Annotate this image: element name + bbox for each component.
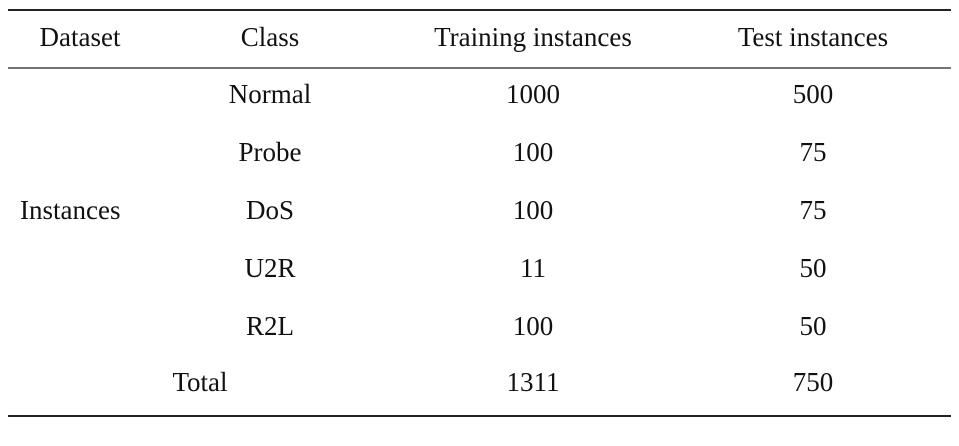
number-cell: 75 bbox=[800, 195, 827, 225]
group-label: Instances bbox=[20, 195, 120, 225]
number-cell: 11 bbox=[520, 253, 546, 283]
number-cell: 100 bbox=[513, 137, 554, 167]
total-label: Total bbox=[172, 367, 227, 397]
cells: Dataset Class Training instances Test insta… bbox=[20, 22, 888, 397]
number-cell: 100 bbox=[513, 195, 554, 225]
class-cell: Normal bbox=[229, 79, 311, 109]
total-training: 1311 bbox=[507, 367, 560, 397]
class-cell: DoS bbox=[246, 195, 294, 225]
class-cell: U2R bbox=[244, 253, 295, 283]
total-test: 750 bbox=[793, 367, 834, 397]
number-cell: 50 bbox=[800, 253, 827, 283]
header-cell: Test instances bbox=[738, 22, 888, 52]
class-cell: Probe bbox=[239, 137, 302, 167]
header-cell: Training instances bbox=[434, 22, 632, 52]
number-cell: 50 bbox=[800, 311, 827, 341]
number-cell: 75 bbox=[800, 137, 827, 167]
number-cell: 1000 bbox=[506, 79, 560, 109]
header-cell: Class bbox=[241, 22, 300, 52]
number-cell: 100 bbox=[513, 311, 554, 341]
header-cell: Dataset bbox=[40, 22, 121, 52]
class-cell: R2L bbox=[246, 311, 294, 341]
number-cell: 500 bbox=[793, 79, 834, 109]
